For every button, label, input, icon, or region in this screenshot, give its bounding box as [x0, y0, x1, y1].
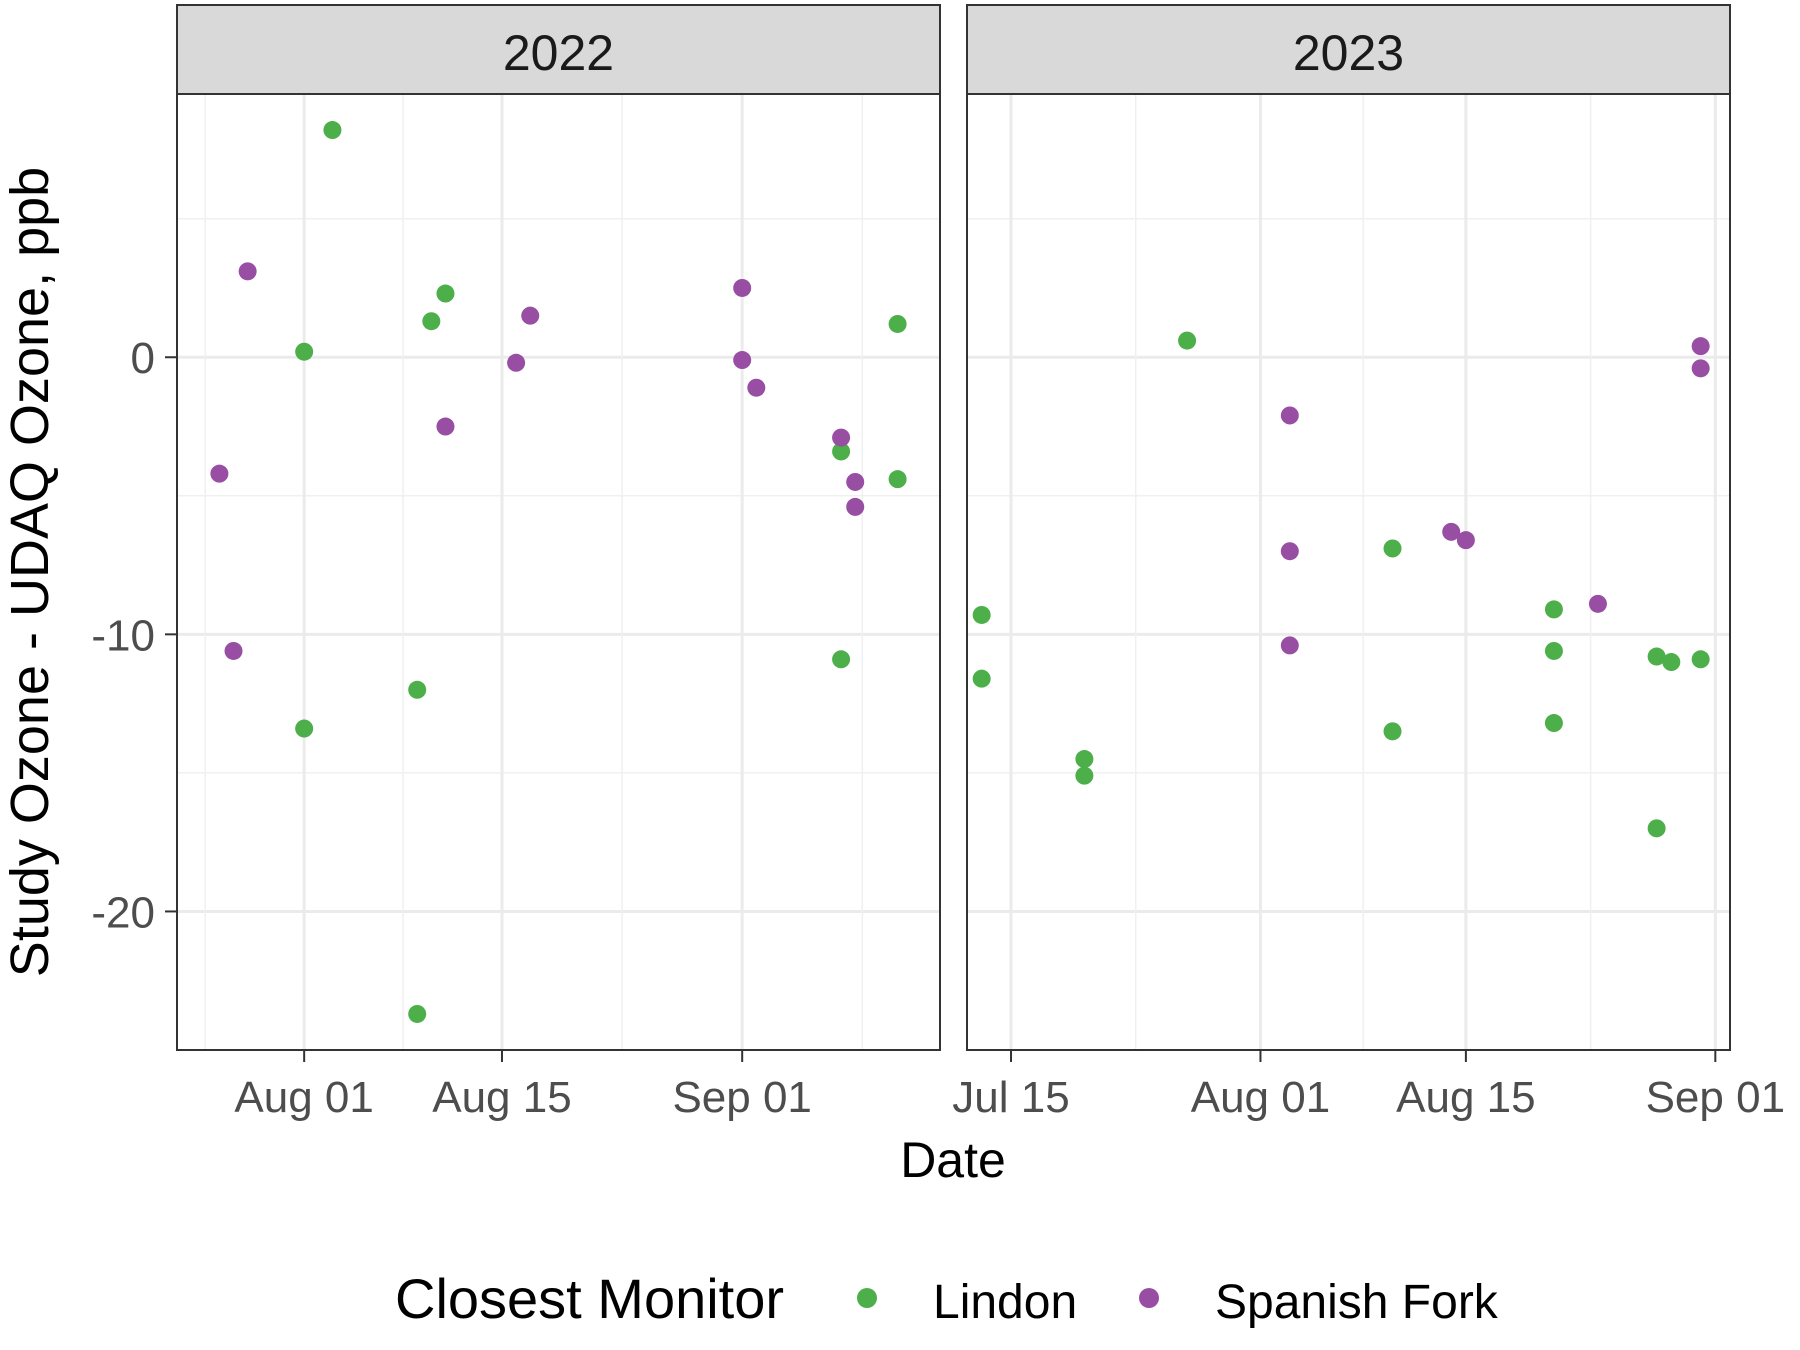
y-tick-label: -20	[91, 888, 155, 937]
x-tick-label: Aug 01	[1191, 1073, 1330, 1122]
data-point	[1544, 714, 1563, 733]
legend-label-lindon: Lindon	[933, 1276, 1077, 1329]
grid-lines	[967, 94, 1730, 1051]
strip-label: 2022	[503, 25, 614, 81]
data-point	[408, 680, 427, 699]
data-point	[747, 378, 766, 397]
data-point	[1442, 522, 1461, 541]
data-point	[1075, 766, 1094, 785]
y-axis: 0 -10 -20	[91, 334, 177, 937]
data-point	[1456, 531, 1475, 550]
panel-border	[966, 93, 1731, 1051]
x-tick-label: Aug 15	[1396, 1073, 1535, 1122]
panel-background	[967, 94, 1730, 1050]
data-point	[1691, 337, 1710, 356]
x-tick-label: Aug 15	[432, 1073, 571, 1122]
data-point	[888, 314, 907, 333]
data-point	[846, 472, 865, 491]
legend-title: Closest Monitor	[395, 1267, 784, 1330]
data-point	[1383, 539, 1402, 558]
points-layer	[972, 331, 1710, 838]
data-point	[224, 641, 243, 660]
panel-2022: 2022 Aug 01 Aug 15 Sep 01	[176, 4, 941, 1122]
data-point	[1544, 641, 1563, 660]
data-point	[1280, 636, 1299, 655]
data-point	[1280, 406, 1299, 425]
data-point	[832, 650, 851, 669]
legend: Closest Monitor Lindon Spanish Fork	[395, 1267, 1499, 1330]
data-point	[521, 306, 540, 325]
data-point	[1075, 750, 1094, 769]
x-tick-label: Sep 01	[1646, 1073, 1785, 1122]
data-point	[1178, 331, 1197, 350]
data-point	[1691, 650, 1710, 669]
data-point	[846, 497, 865, 516]
y-tick-label: -10	[91, 611, 155, 660]
data-point	[1383, 722, 1402, 741]
data-point	[1691, 359, 1710, 378]
panel-background	[177, 94, 940, 1050]
data-point	[422, 312, 441, 331]
data-point	[210, 464, 229, 483]
x-axis: Jul 15 Aug 01 Aug 15 Sep 01	[952, 1050, 1785, 1122]
y-axis-title: Study Ozone - UDAQ Ozone, ppb	[0, 167, 60, 977]
panel-2023: 2023 Jul 15 Aug 01 Aug 15 Sep 01	[952, 4, 1785, 1122]
legend-swatch-spanish-fork	[1139, 1288, 1159, 1308]
strip-background	[966, 4, 1731, 95]
data-point	[1544, 600, 1563, 619]
data-point	[832, 442, 851, 461]
data-point	[1647, 819, 1666, 838]
x-tick-label: Sep 01	[672, 1073, 811, 1122]
data-point	[295, 719, 314, 738]
x-axis: Aug 01 Aug 15 Sep 01	[234, 1050, 812, 1122]
points-layer	[210, 121, 907, 1023]
data-point	[1647, 647, 1666, 666]
data-point	[436, 284, 455, 303]
data-point	[733, 278, 752, 297]
legend-swatch-lindon	[857, 1288, 877, 1308]
data-point	[1588, 594, 1607, 613]
y-tick-label: 0	[131, 334, 155, 383]
data-point	[238, 262, 257, 281]
strip-label: 2023	[1293, 25, 1404, 81]
x-tick-label: Aug 01	[234, 1073, 373, 1122]
x-tick-label: Jul 15	[952, 1073, 1069, 1122]
data-point	[408, 1004, 427, 1023]
data-point	[733, 351, 752, 370]
strip-background	[176, 4, 941, 95]
data-point	[972, 669, 991, 688]
data-point	[436, 417, 455, 436]
data-point	[832, 428, 851, 447]
data-point	[972, 605, 991, 624]
data-point	[295, 342, 314, 361]
data-point	[323, 121, 342, 140]
x-axis-title: Date	[900, 1132, 1006, 1188]
data-point	[1662, 653, 1681, 672]
data-point	[507, 353, 526, 372]
data-point	[1280, 542, 1299, 561]
data-point	[888, 470, 907, 489]
legend-label-spanish-fork: Spanish Fork	[1215, 1276, 1499, 1329]
panel-border	[176, 93, 941, 1051]
